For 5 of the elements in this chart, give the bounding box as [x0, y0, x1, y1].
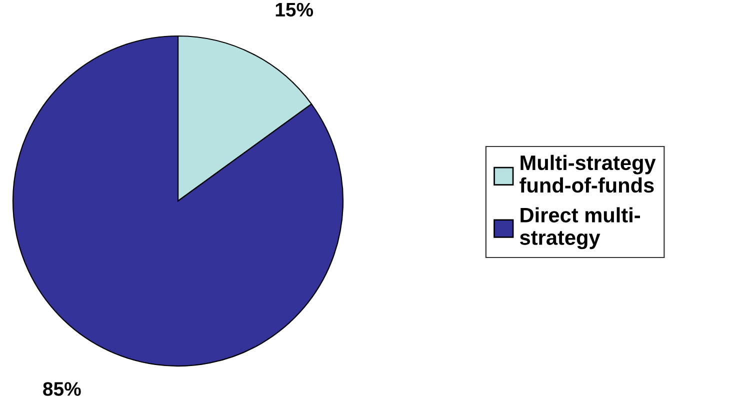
- data-label: 15%: [276, 2, 314, 17]
- pie-slice: [12, 35, 344, 367]
- legend-label: Direct multi-strategy: [520, 207, 640, 250]
- legend-label: Multi-strategy fund-of-funds: [520, 154, 656, 193]
- data-label: 85%: [43, 382, 81, 396]
